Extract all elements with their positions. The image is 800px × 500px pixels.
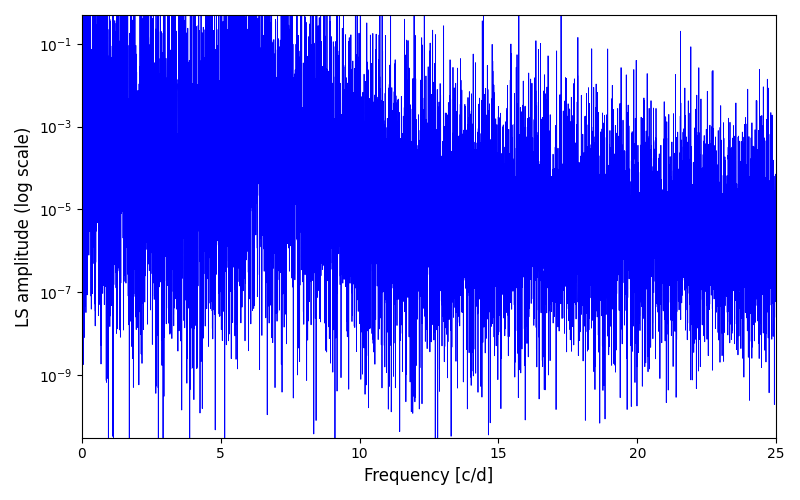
X-axis label: Frequency [c/d]: Frequency [c/d] [364,467,494,485]
Y-axis label: LS amplitude (log scale): LS amplitude (log scale) [15,126,33,326]
